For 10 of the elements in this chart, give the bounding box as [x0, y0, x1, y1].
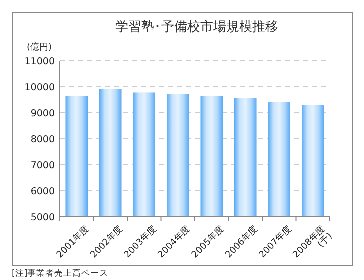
- y-tick-label: 11000: [24, 56, 55, 68]
- y-tick-label: 9000: [30, 108, 55, 120]
- y-tick-label: 10000: [24, 82, 55, 94]
- text: [注]事業者売上高ベース: [12, 268, 109, 279]
- y-tick-label: 7000: [30, 160, 55, 172]
- y-tick-label: 6000: [30, 186, 55, 198]
- y-tick-label: 8000: [30, 134, 55, 146]
- y-tick-label: 5000: [30, 212, 55, 224]
- chart-title: 学習塾･予備校市場規模推移: [116, 20, 278, 35]
- y-axis-title: (億円): [27, 42, 52, 53]
